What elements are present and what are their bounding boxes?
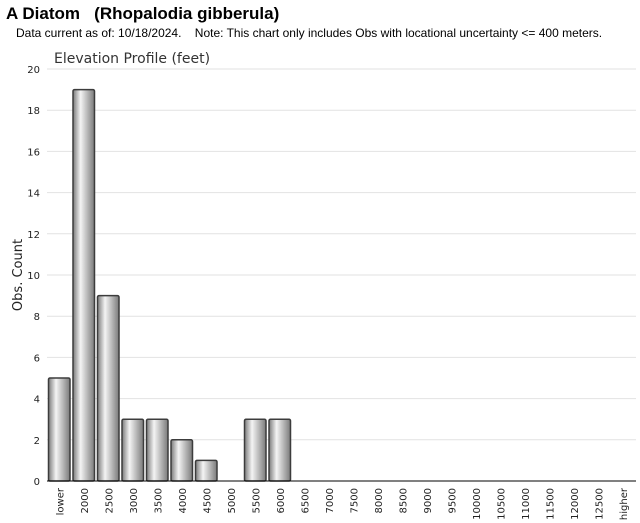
y-tick-label: 2 xyxy=(34,436,40,447)
x-tick-label: 6500 xyxy=(300,488,311,513)
x-tick-label: 5500 xyxy=(251,488,262,513)
y-tick-label: 12 xyxy=(27,230,40,241)
y-tick-label: 16 xyxy=(27,147,40,158)
x-tick-label: 2000 xyxy=(80,488,91,513)
x-tick-label: 2500 xyxy=(104,488,115,513)
bar-6000 xyxy=(268,418,292,482)
x-axis-ticks: lower 2000 2500 3000 3500 4000 4500 5000 5500 600… xyxy=(55,487,630,520)
x-tick-label: 8500 xyxy=(398,488,409,513)
data-note: Data current as of: 10/18/2024. Note: Th… xyxy=(16,26,603,40)
bar-2500 xyxy=(96,294,120,482)
y-tick-label: 8 xyxy=(34,312,40,323)
y-tick-label: 0 xyxy=(34,477,40,488)
bar-4000 xyxy=(170,439,194,482)
x-tick-label: 12500 xyxy=(594,488,605,520)
x-tick-label: 4000 xyxy=(178,488,189,513)
bar-3500 xyxy=(145,418,169,482)
x-tick-label: 5000 xyxy=(227,488,238,513)
x-tick-label: 9500 xyxy=(447,488,458,513)
x-tick-label: 12000 xyxy=(570,488,581,520)
x-tick-label: 9000 xyxy=(423,488,434,513)
bar-3000 xyxy=(121,418,145,482)
y-tick-label: 4 xyxy=(34,395,40,406)
x-tick-label: 11500 xyxy=(545,488,556,520)
x-tick-label: 7500 xyxy=(349,488,360,513)
x-tick-label: 8000 xyxy=(374,488,385,513)
x-tick-label: 3500 xyxy=(153,488,164,513)
x-tick-label: 11000 xyxy=(521,488,532,520)
y-axis-ticks: 0 2 4 6 8 10 12 14 16 18 20 xyxy=(27,65,40,488)
grid-lines xyxy=(47,68,636,441)
x-tick-label: 10500 xyxy=(496,488,507,520)
y-tick-label: 10 xyxy=(27,271,40,282)
y-tick-label: 14 xyxy=(27,189,40,200)
bar-2000 xyxy=(72,88,96,482)
x-tick-label: 6000 xyxy=(276,488,287,513)
x-tick-label: lower xyxy=(55,487,66,515)
x-tick-label: 4500 xyxy=(202,488,213,513)
chart-title: Elevation Profile (feet) xyxy=(54,51,210,67)
bar-5500 xyxy=(243,418,267,482)
x-tick-label: higher xyxy=(619,487,630,520)
y-tick-label: 6 xyxy=(34,353,40,364)
y-axis-label: Obs. Count xyxy=(11,239,26,311)
y-tick-label: 20 xyxy=(27,65,40,76)
y-tick-label: 18 xyxy=(27,106,40,117)
page-title: A Diatom (Rhopalodia gibberula) xyxy=(6,4,280,23)
bar-lower xyxy=(47,377,71,482)
bar-4500 xyxy=(194,459,218,482)
x-tick-label: 7000 xyxy=(325,488,336,513)
x-tick-label: 3000 xyxy=(129,488,140,513)
bars xyxy=(47,88,292,482)
x-tick-label: 10000 xyxy=(472,488,483,520)
